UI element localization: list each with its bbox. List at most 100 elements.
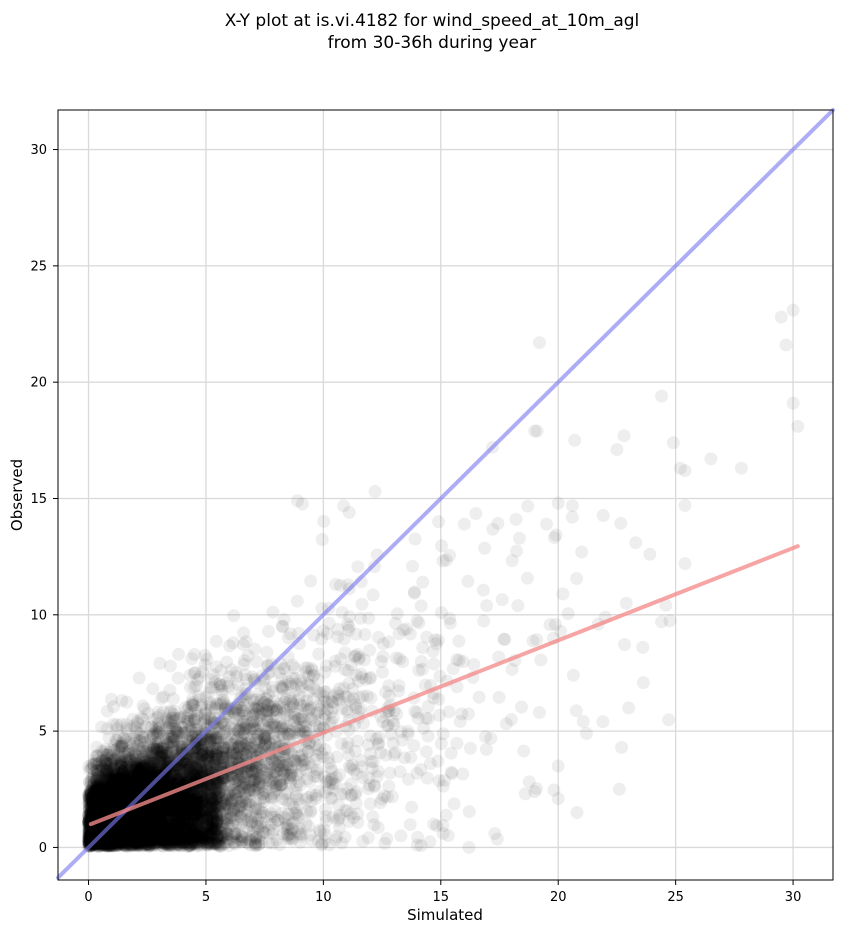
scatter-point xyxy=(117,832,131,846)
scatter-point xyxy=(85,786,99,800)
scatter-point xyxy=(184,795,198,809)
scatter-point xyxy=(303,806,317,819)
scatter-point xyxy=(341,617,354,631)
scatter-point xyxy=(83,775,97,789)
scatter-point xyxy=(301,677,315,691)
scatter-point xyxy=(92,780,106,794)
scatter-point xyxy=(89,836,103,850)
scatter-point xyxy=(100,748,114,762)
scatter-point xyxy=(132,764,146,778)
scatter-point xyxy=(120,825,134,839)
scatter-point xyxy=(276,756,290,770)
scatter-point xyxy=(132,835,146,849)
scatter-point xyxy=(230,831,244,845)
scatter-point xyxy=(137,811,151,825)
scatter-point xyxy=(118,790,132,804)
scatter-point xyxy=(108,785,121,799)
scatter-point xyxy=(172,773,185,787)
scatter-point xyxy=(91,781,105,795)
scatter-point xyxy=(153,829,167,843)
scatter-point xyxy=(108,798,122,812)
scatter-point xyxy=(234,817,248,831)
scatter-point xyxy=(284,768,298,782)
scatter-point xyxy=(227,836,241,849)
scatter-point xyxy=(214,698,228,711)
scatter-point xyxy=(185,750,199,764)
scatter-point xyxy=(84,815,97,829)
scatter-point xyxy=(101,768,115,782)
scatter-point xyxy=(161,824,175,838)
scatter-point xyxy=(217,796,231,809)
scatter-point xyxy=(167,768,181,782)
scatter-point xyxy=(561,607,575,621)
scatter-point xyxy=(184,751,198,765)
scatter-point xyxy=(99,804,113,818)
scatter-point xyxy=(125,769,139,783)
scatter-point xyxy=(204,760,218,774)
scatter-point xyxy=(290,778,303,792)
scatter-point xyxy=(236,769,250,783)
scatter-point xyxy=(118,788,132,802)
scatter-point xyxy=(492,690,506,704)
scatter-point xyxy=(114,782,128,796)
scatter-point xyxy=(148,763,162,777)
scatter-point xyxy=(85,792,99,806)
scatter-point xyxy=(100,837,114,851)
scatter-point xyxy=(436,779,450,793)
scatter-point xyxy=(103,792,117,806)
scatter-point xyxy=(137,826,151,840)
scatter-point xyxy=(192,693,206,706)
scatter-point xyxy=(149,816,163,830)
scatter-point xyxy=(140,818,154,832)
scatter-point xyxy=(307,628,321,642)
scatter-point xyxy=(172,831,186,845)
scatter-point xyxy=(92,757,106,771)
scatter-point xyxy=(186,733,200,747)
scatter-point xyxy=(95,823,109,837)
scatter-point xyxy=(191,830,205,844)
scatter-point xyxy=(384,727,398,741)
scatter-point xyxy=(167,799,181,813)
scatter-point xyxy=(187,764,201,778)
scatter-point xyxy=(88,805,102,819)
scatter-point xyxy=(153,800,167,813)
scatter-point xyxy=(89,774,103,787)
scatter-point xyxy=(284,627,297,641)
scatter-point xyxy=(147,755,161,769)
scatter-point xyxy=(242,834,256,848)
scatter-point xyxy=(113,796,127,810)
scatter-point xyxy=(119,775,133,789)
scatter-point xyxy=(123,832,137,846)
scatter-point xyxy=(112,729,126,743)
scatter-point xyxy=(126,782,140,795)
scatter-point xyxy=(87,784,101,798)
scatter-point xyxy=(505,554,519,568)
scatter-point xyxy=(126,830,140,844)
scatter-point xyxy=(290,594,304,608)
scatter-point xyxy=(112,752,126,766)
scatter-point xyxy=(206,807,220,821)
scatter-point xyxy=(118,792,132,805)
scatter-point xyxy=(95,837,109,851)
scatter-point xyxy=(105,782,119,796)
scatter-point xyxy=(158,799,172,813)
scatter-point xyxy=(93,776,107,790)
scatter-point xyxy=(363,778,376,792)
scatter-point xyxy=(337,499,351,513)
scatter-point xyxy=(194,743,208,757)
scatter-point xyxy=(403,818,417,831)
scatter-point xyxy=(159,819,173,833)
scatter-point xyxy=(126,782,140,796)
scatter-point xyxy=(121,775,135,789)
scatter-point xyxy=(106,827,120,841)
scatter-point xyxy=(120,780,133,794)
scatter-point xyxy=(153,811,167,825)
scatter-point xyxy=(162,721,176,735)
scatter-point xyxy=(469,507,483,520)
scatter-point xyxy=(248,832,262,846)
scatter-point xyxy=(111,791,125,805)
scatter-point xyxy=(183,831,196,845)
scatter-point xyxy=(287,807,301,821)
scatter-point xyxy=(268,756,282,770)
scatter-point xyxy=(122,819,136,833)
